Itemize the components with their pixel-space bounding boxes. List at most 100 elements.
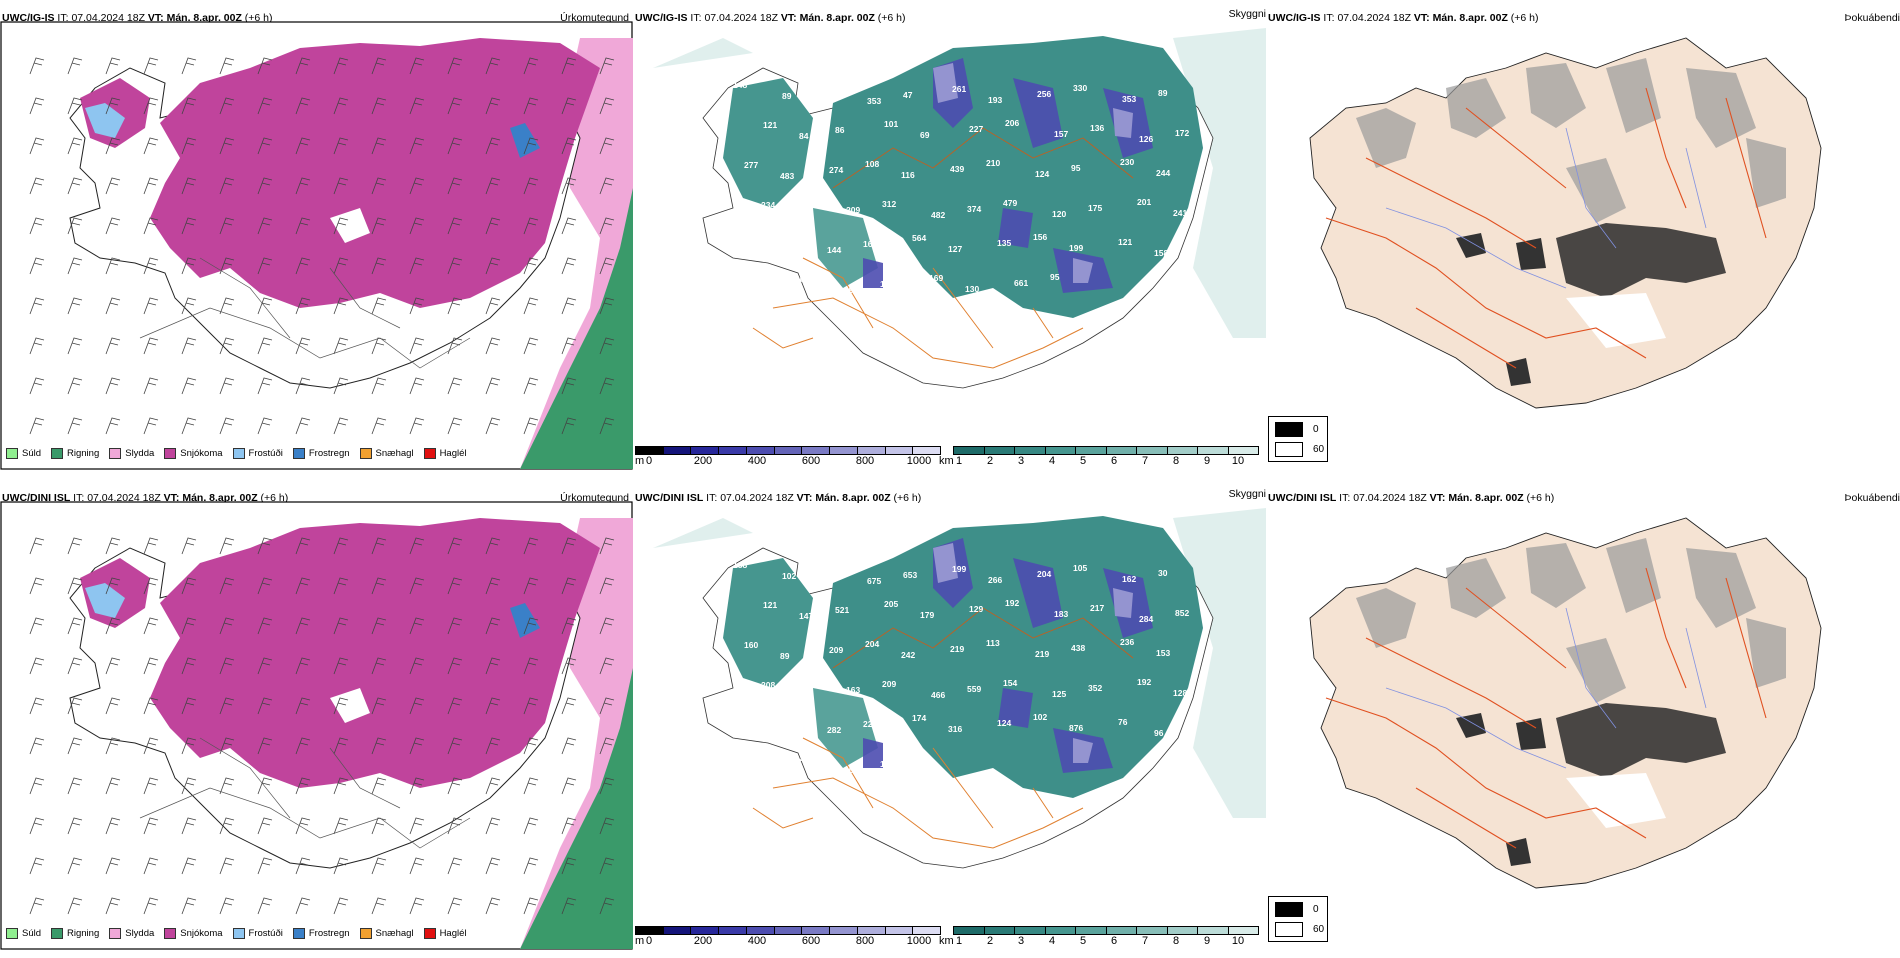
wind-barb	[409, 377, 425, 395]
cloud-base-value: 147	[799, 611, 813, 621]
wind-barb	[105, 777, 121, 795]
colorbar-segment	[746, 447, 775, 454]
model-name: UWC/IG-IS	[1268, 12, 1321, 24]
wind-barb	[181, 297, 197, 315]
cloud-base-value: 230	[1120, 157, 1134, 167]
wind-barb	[599, 897, 615, 915]
wind-barb	[409, 57, 425, 75]
forecast-offset: (+6 h)	[877, 12, 906, 24]
wind-barb	[409, 897, 425, 915]
wind-barb	[599, 777, 615, 795]
wind-barb	[143, 857, 159, 875]
wind-barb	[447, 737, 463, 755]
wind-barb	[599, 377, 615, 395]
legend-label: Haglél	[439, 448, 467, 459]
wind-barb	[29, 337, 45, 355]
cloud-base-value: 277	[744, 160, 758, 170]
colorbar-segment	[774, 447, 803, 454]
colorbar-segment	[1198, 447, 1229, 454]
cloud-base-value: 266	[988, 575, 1002, 585]
wind-barb	[29, 737, 45, 755]
wind-barb	[143, 737, 159, 755]
forecast-offset: (+6 h)	[260, 492, 289, 504]
colorbar-tick: 400	[747, 935, 767, 947]
forecast-offset: (+6 h)	[1526, 492, 1555, 504]
snow-area	[150, 38, 600, 308]
cloud-base-value: 209	[882, 679, 896, 689]
cloud-base-value: 193	[988, 95, 1002, 105]
wind-barb	[409, 297, 425, 315]
cloud-base-value: 282	[827, 725, 841, 735]
wind-barb	[29, 217, 45, 235]
it-label: IT:	[690, 12, 702, 24]
cloud-base-value: 274	[829, 165, 843, 175]
colorbar-tick: 6	[1110, 455, 1118, 467]
colorbar-tick: 3	[1017, 455, 1025, 467]
wind-barb	[333, 337, 349, 355]
wind-barb	[561, 697, 577, 715]
wind-barb	[29, 697, 45, 715]
cloud-base-value: 209	[829, 645, 843, 655]
wind-barb	[295, 257, 311, 275]
cloud-base-value: 521	[835, 605, 849, 615]
wind-barb	[67, 97, 83, 115]
wind-barb	[447, 537, 463, 555]
wind-barb	[333, 657, 349, 675]
cloud-base-value: 75	[818, 85, 828, 95]
colorbar-segment	[954, 447, 985, 454]
wind-barb	[447, 137, 463, 155]
wind-barb	[561, 617, 577, 635]
legend-item: Súld	[6, 928, 41, 939]
forecast-offset: (+6 h)	[893, 492, 922, 504]
wind-barb	[181, 577, 197, 595]
wind-barb	[219, 377, 235, 395]
wind-barb	[143, 817, 159, 835]
wind-barb	[523, 337, 539, 355]
wind-barb	[105, 897, 121, 915]
colorbar-segment	[830, 927, 858, 934]
colorbar-segment	[1015, 447, 1046, 454]
colorbar-tick: 9	[1203, 455, 1211, 467]
cloud-base-value: 564	[912, 233, 926, 243]
wind-barb	[67, 337, 83, 355]
wind-barb	[485, 177, 501, 195]
colorbar-segment	[1198, 927, 1229, 934]
wind-barb	[523, 537, 539, 555]
wind-barb	[295, 897, 311, 915]
wind-barb	[143, 57, 159, 75]
cloud-base-value: 353	[867, 96, 881, 106]
wind-barb	[371, 777, 387, 795]
wind-barb	[295, 217, 311, 235]
legend-item: Rigning	[51, 448, 99, 459]
wind-barb	[561, 337, 577, 355]
wind-barb	[29, 897, 45, 915]
cloud-base-value: 136	[1090, 123, 1104, 133]
colorbar-tick: 1	[955, 935, 963, 947]
legend-swatch	[232, 448, 245, 459]
wind-barb	[523, 257, 539, 275]
wind-barb	[105, 297, 121, 315]
colorbar-segment	[691, 927, 720, 934]
wind-barb	[105, 137, 121, 155]
cloud-base-value: 353	[1122, 94, 1136, 104]
cloud-base-value: 225	[863, 719, 877, 729]
wind-barb	[105, 697, 121, 715]
visibility-map: 148 89 75 353 47 261 193 256 330 353 89 121 84 86 101 6…	[653, 28, 1266, 389]
legend-swatch	[292, 448, 305, 459]
precip-map	[0, 501, 633, 950]
panel-title-precip: Úrkomutegund	[560, 492, 629, 504]
colorbar-segment	[719, 447, 747, 454]
fog-legend-row: 0	[1275, 902, 1319, 917]
cloud-base-value: 234	[761, 200, 775, 210]
snow-area	[150, 518, 600, 788]
wind-barb	[257, 537, 273, 555]
wind-barb	[67, 897, 83, 915]
forecast-offset: (+6 h)	[1510, 12, 1539, 24]
wind-barb	[219, 617, 235, 635]
wind-barb	[485, 737, 501, 755]
wind-barb	[219, 577, 235, 595]
wind-barb	[143, 697, 159, 715]
cloud-base-value: 256	[1037, 89, 1051, 99]
wind-barb	[523, 697, 539, 715]
wind-barb	[599, 297, 615, 315]
